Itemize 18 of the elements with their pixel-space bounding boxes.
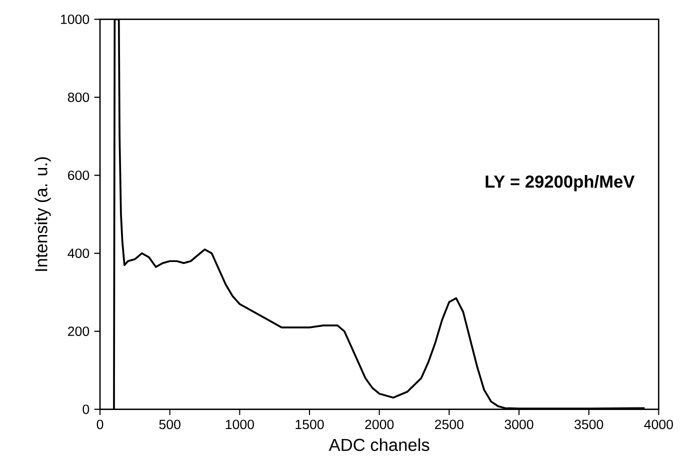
y-axis-title: Intensity (a. u.) xyxy=(34,157,51,271)
y-tick-label: 200 xyxy=(68,326,90,336)
y-tick-label: 600 xyxy=(68,170,90,180)
y-tick-label: 400 xyxy=(68,248,90,258)
y-tick-label: 0 xyxy=(82,404,90,414)
x-tick-label: 500 xyxy=(159,420,180,430)
x-axis-title: ADC chanels xyxy=(328,438,430,452)
x-tick-label: 4000 xyxy=(644,420,673,430)
y-tick-label: 1000 xyxy=(60,14,90,24)
x-tick-label: 0 xyxy=(96,420,104,430)
x-tick-label: 2000 xyxy=(365,420,394,430)
y-tick-label: 800 xyxy=(68,92,90,102)
x-tick-label: 3000 xyxy=(504,420,534,430)
x-tick-label: 2500 xyxy=(435,420,464,430)
x-tick-label: 1000 xyxy=(226,420,254,430)
annotation: LY = 29200ph/MeV xyxy=(486,175,635,192)
x-tick-label: 1500 xyxy=(296,420,324,430)
x-tick-label: 3500 xyxy=(574,420,604,430)
